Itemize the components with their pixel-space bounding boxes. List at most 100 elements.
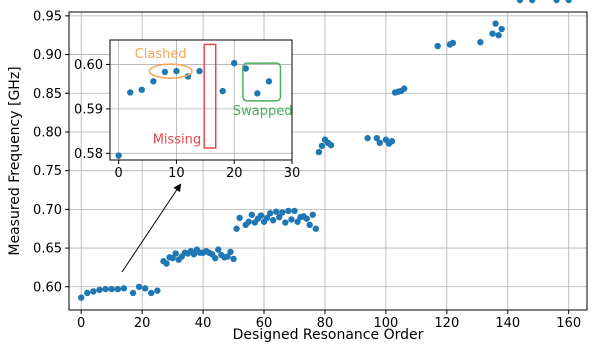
main-y-tick-label: 0.75 bbox=[33, 164, 62, 179]
data-point bbox=[248, 211, 256, 218]
main-y-tick-label: 0.65 bbox=[33, 242, 62, 257]
data-point bbox=[291, 207, 298, 215]
main-y-tick-label: 0.70 bbox=[33, 203, 62, 218]
data-point bbox=[120, 285, 128, 292]
inset-data-point bbox=[115, 152, 122, 159]
inset-y-tick-label: 0.60 bbox=[74, 58, 103, 73]
data-point bbox=[498, 25, 505, 33]
inset-y-tick-label: 0.59 bbox=[74, 102, 103, 117]
clashed-ellipse bbox=[148, 63, 193, 79]
data-point bbox=[227, 248, 234, 256]
inset-data-point bbox=[173, 67, 180, 75]
missing-label: Missing bbox=[153, 133, 201, 148]
data-point bbox=[84, 289, 91, 297]
missing-box bbox=[203, 43, 217, 149]
data-point bbox=[148, 289, 155, 297]
inset-x-tick-labels: 0 10 20 30 bbox=[115, 160, 301, 181]
main-x-tick-label: 120 bbox=[434, 316, 459, 331]
data-point bbox=[434, 42, 441, 50]
data-point bbox=[154, 287, 161, 294]
data-point bbox=[309, 211, 316, 218]
data-point bbox=[263, 214, 271, 222]
inset-data-point bbox=[138, 86, 145, 93]
data-point bbox=[495, 32, 502, 39]
data-point bbox=[269, 217, 277, 224]
inset-y-tick-labels: 0.58 0.59 0.60 bbox=[74, 58, 110, 162]
main-y-tick-label: 0.95 bbox=[33, 9, 62, 24]
inset-data-point bbox=[150, 78, 157, 85]
data-point bbox=[400, 85, 408, 92]
x-axis-label: Designed Resonance Order bbox=[233, 327, 424, 343]
main-y-tick-label: 0.60 bbox=[33, 280, 62, 295]
main-x-tick-label: 20 bbox=[134, 316, 151, 331]
data-point bbox=[163, 260, 170, 267]
data-point bbox=[233, 225, 240, 232]
data-point bbox=[312, 225, 320, 232]
data-point bbox=[489, 30, 496, 37]
data-point bbox=[190, 251, 198, 258]
data-point bbox=[516, 0, 524, 4]
swapped-label: Swapped bbox=[233, 104, 293, 119]
data-point bbox=[135, 283, 143, 290]
inset-data-point bbox=[254, 90, 261, 97]
inset-x-tick-label: 0 bbox=[115, 166, 123, 181]
data-point bbox=[224, 253, 231, 260]
data-point bbox=[528, 0, 536, 4]
clashed-label: Clashed bbox=[135, 47, 187, 62]
data-point bbox=[364, 134, 371, 142]
inset-annotations: Clashed Missing Swapped bbox=[135, 43, 293, 149]
data-point bbox=[96, 286, 103, 294]
main-x-tick-label: 40 bbox=[195, 316, 212, 331]
main-y-tick-label: 0.90 bbox=[33, 48, 62, 63]
main-grid bbox=[69, 12, 587, 310]
data-point bbox=[477, 38, 484, 46]
inset-data-points bbox=[115, 59, 273, 159]
data-point bbox=[276, 213, 283, 221]
main-data-points bbox=[77, 0, 572, 301]
data-point bbox=[288, 216, 295, 223]
inset-x-tick-label: 20 bbox=[226, 166, 243, 181]
main-x-tick-label: 100 bbox=[373, 316, 398, 331]
data-point bbox=[492, 20, 499, 27]
data-point bbox=[114, 285, 121, 293]
data-point bbox=[279, 209, 286, 216]
main-plot-frame bbox=[68, 11, 588, 311]
data-point bbox=[553, 0, 560, 4]
inset-x-tick-label: 10 bbox=[168, 166, 185, 181]
data-point bbox=[141, 285, 149, 292]
data-point bbox=[212, 254, 219, 262]
data-point bbox=[306, 221, 313, 229]
data-point bbox=[257, 212, 265, 219]
main-y-tick-label: 0.85 bbox=[33, 87, 62, 102]
data-point bbox=[273, 208, 280, 215]
inset-data-point bbox=[161, 68, 169, 76]
inset-y-tick-label: 0.58 bbox=[74, 147, 103, 162]
data-point bbox=[285, 207, 292, 215]
data-point bbox=[282, 219, 289, 226]
data-point bbox=[388, 138, 396, 145]
y-axis-label: Measured Frequency [GHz] bbox=[7, 66, 23, 255]
data-point bbox=[294, 218, 301, 225]
data-point bbox=[90, 288, 97, 295]
data-point bbox=[376, 139, 383, 147]
main-x-tick-label: 80 bbox=[317, 316, 334, 331]
data-point bbox=[449, 39, 457, 47]
data-point bbox=[315, 148, 323, 156]
inset-data-point bbox=[127, 89, 134, 96]
data-point bbox=[236, 214, 243, 222]
data-point bbox=[102, 285, 109, 293]
inset-data-point bbox=[219, 87, 226, 95]
data-point bbox=[172, 250, 179, 257]
inset-x-tick-label: 30 bbox=[284, 166, 301, 181]
inset-data-point bbox=[196, 67, 203, 75]
main-x-tick-label: 160 bbox=[556, 316, 581, 331]
main-x-tick-label: 60 bbox=[256, 316, 273, 331]
main-x-tick-label: 140 bbox=[495, 316, 520, 331]
inset-plot-frame bbox=[109, 39, 293, 161]
data-point bbox=[77, 294, 85, 301]
data-point bbox=[373, 134, 380, 142]
data-point bbox=[245, 218, 252, 225]
main-x-tick-label: 0 bbox=[77, 316, 85, 331]
data-point bbox=[230, 255, 237, 263]
data-point bbox=[318, 142, 326, 150]
